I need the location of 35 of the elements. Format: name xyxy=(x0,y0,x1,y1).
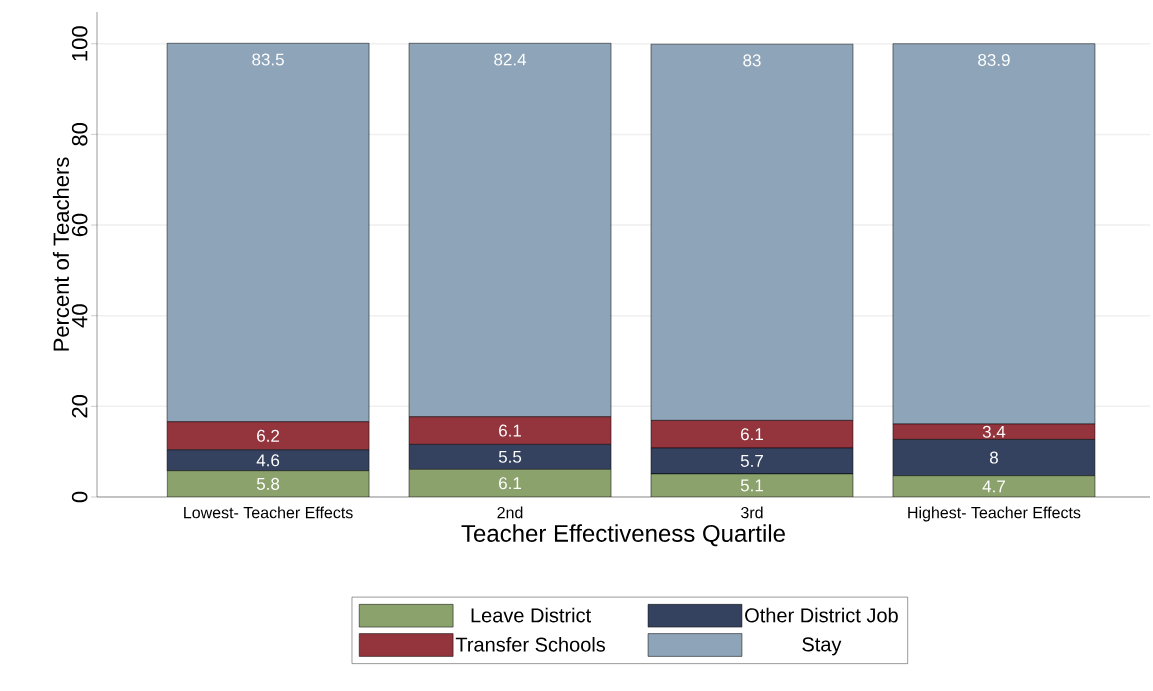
data-label: 6.1 xyxy=(499,424,522,437)
data-label: 5.7 xyxy=(740,455,763,467)
x-tick-label: Highest- Teacher Effects xyxy=(908,506,1081,522)
x-tick-label: 3rd xyxy=(741,506,763,519)
data-label: 83.5 xyxy=(252,53,284,66)
data-label: 3.4 xyxy=(982,425,1006,438)
y-tick-label: 60 xyxy=(71,213,88,237)
x-tick-label: Lowest- Teacher Effects xyxy=(184,506,353,519)
data-label: 82.4 xyxy=(494,53,527,66)
text: Stay xyxy=(802,637,842,656)
y-axis-title: Percent of Teachers xyxy=(52,157,70,351)
y-tick-label: 100 xyxy=(71,26,88,61)
y-tick-label: 80 xyxy=(71,123,88,146)
bar xyxy=(167,470,370,497)
legend-label: Other District Job xyxy=(745,607,898,623)
data-label: 4.6 xyxy=(256,454,280,467)
data-label: 5.1 xyxy=(740,479,763,492)
y-tick-label: 0 xyxy=(71,491,88,503)
data-label: 6.2 xyxy=(257,429,280,442)
data-label: 83 xyxy=(743,54,761,67)
x-tick-label: 2nd xyxy=(497,506,523,519)
legend-label: Transfer Schools xyxy=(455,637,606,652)
data-label: 83.9 xyxy=(978,53,1010,66)
data-label: 4.7 xyxy=(982,480,1005,493)
x-axis-title: Teacher Effectiveness Quartile xyxy=(461,524,785,547)
data-label: 6.1 xyxy=(499,477,522,490)
y-tick-label: 20 xyxy=(71,394,88,418)
data-label: 8 xyxy=(989,451,998,464)
data-label: 5.5 xyxy=(498,450,522,463)
bar xyxy=(892,475,1096,497)
y-tick-label: 40 xyxy=(71,304,88,328)
data-label: 5.8 xyxy=(256,477,280,490)
legend-label: Leave District xyxy=(471,607,591,623)
data-label: 6.1 xyxy=(741,428,763,441)
bar xyxy=(409,469,612,497)
